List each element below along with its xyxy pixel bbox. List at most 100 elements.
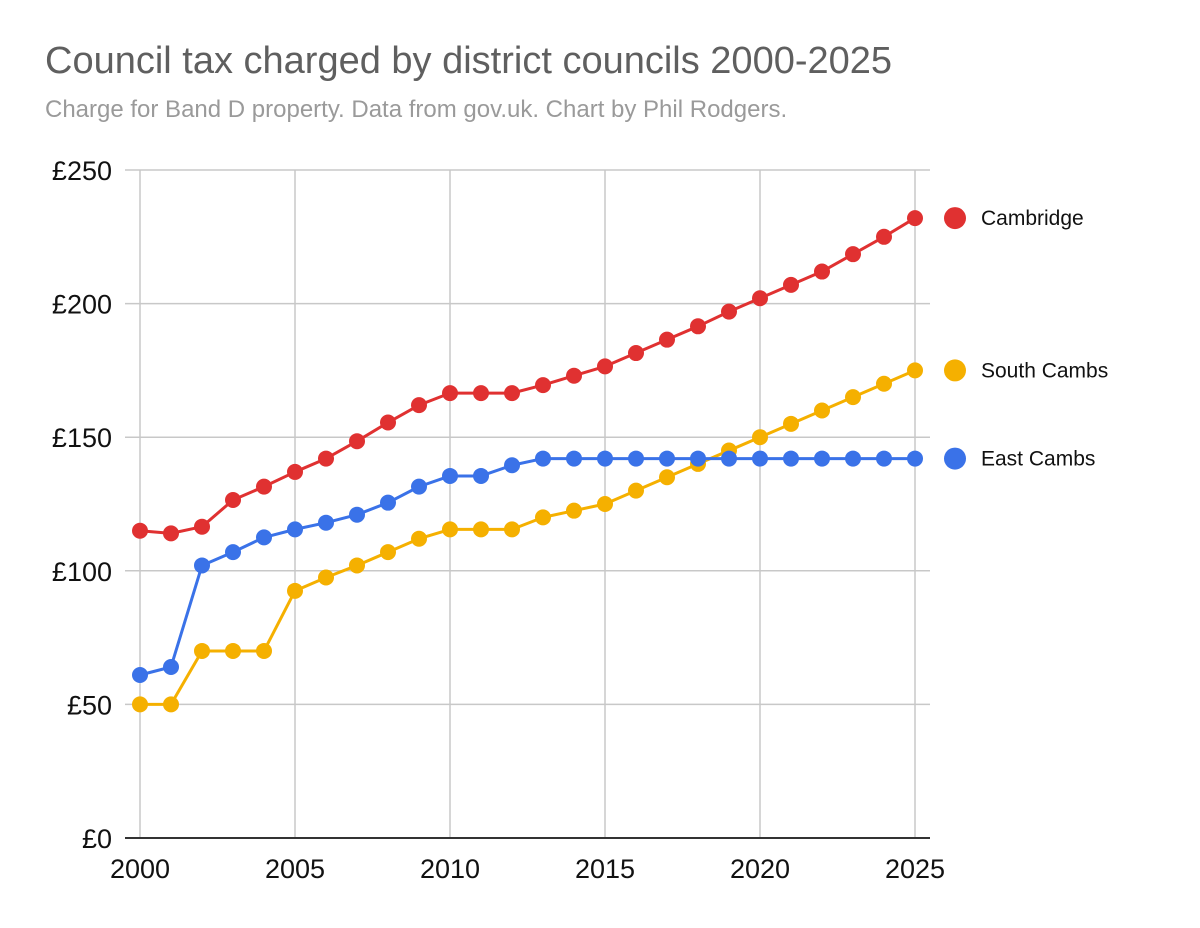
east-cambs-data-point — [628, 450, 644, 467]
east-cambs-data-point — [566, 450, 582, 467]
east-cambs-data-point — [814, 450, 830, 467]
south-cambs-data-point — [597, 496, 613, 512]
x-axis-tick-labels: 2000 2005 2010 2015 2020 2025 — [110, 854, 945, 884]
cambridge-data-point — [411, 397, 427, 414]
cambridge-data-point — [225, 491, 241, 508]
east-cambs-data-point — [845, 450, 861, 467]
chart-subtitle: Charge for Band D property. Data from go… — [45, 96, 788, 123]
south-cambs-data-point — [504, 521, 520, 538]
south-cambs-data-point — [411, 530, 427, 547]
y-axis-tick-labels: £0 £50 £100 £150 £200 £250 — [52, 156, 112, 854]
cambridge-data-point — [876, 228, 892, 245]
x-tick-label: 2010 — [420, 854, 480, 884]
south-cambs-data-point — [876, 375, 892, 392]
cambridge-data-point — [783, 276, 799, 293]
cambridge-data-point — [566, 367, 582, 384]
cambridge-data-point — [287, 463, 303, 480]
south-cambs-data-point — [535, 509, 551, 526]
east-cambs-data-point — [132, 667, 148, 684]
series — [132, 210, 923, 713]
east-cambs-data-point — [380, 494, 396, 511]
x-tick-label: 2025 — [885, 854, 945, 884]
east-cambs-data-point — [225, 544, 241, 561]
y-tick-label: £150 — [52, 423, 112, 453]
chart-title: Council tax charged by district councils… — [45, 40, 893, 82]
south-cambs-data-point — [132, 696, 148, 713]
east-cambs-data-point — [318, 514, 334, 531]
east-cambs-legend-label: East Cambs — [981, 448, 1095, 471]
south-cambs-legend-marker — [944, 359, 966, 382]
south-cambs-data-point — [256, 642, 272, 659]
south-cambs-data-point — [628, 482, 644, 499]
south-cambs-data-point — [473, 521, 489, 538]
y-tick-label: £200 — [52, 290, 112, 320]
south-cambs-data-point — [845, 389, 861, 406]
east-cambs-data-point — [752, 450, 768, 467]
cambridge-data-point — [256, 478, 272, 495]
cambridge-data-point — [721, 303, 737, 320]
south-cambs-data-point — [318, 569, 334, 586]
cambridge-data-point — [442, 385, 458, 402]
east-cambs-data-point — [411, 478, 427, 495]
y-tick-label: £250 — [52, 156, 112, 186]
cambridge-data-point — [535, 377, 551, 394]
cambridge-data-point — [659, 331, 675, 348]
y-tick-label: £50 — [67, 690, 112, 720]
east-cambs-data-point — [287, 521, 303, 538]
x-tick-label: 2000 — [110, 854, 170, 884]
south-cambs-data-point — [225, 642, 241, 659]
cambridge-data-point — [628, 345, 644, 362]
cambridge-data-point — [752, 290, 768, 307]
east-cambs-data-point — [907, 450, 923, 467]
south-cambs-data-point — [566, 502, 582, 519]
y-tick-label: £0 — [82, 824, 112, 854]
south-cambs-data-point — [783, 415, 799, 432]
east-cambs-data-point — [783, 450, 799, 467]
south-cambs-data-point — [380, 544, 396, 561]
east-cambs-data-point — [876, 450, 892, 467]
cambridge-data-point — [132, 522, 148, 539]
cambridge-data-point — [380, 414, 396, 431]
east-cambs-data-point — [690, 450, 706, 467]
legend: Cambridge South Cambs East Cambs — [944, 207, 1108, 471]
south-cambs-data-point — [659, 469, 675, 486]
east-cambs-data-point — [442, 467, 458, 484]
east-cambs-data-point — [349, 506, 365, 523]
south-cambs-data-point — [907, 362, 923, 379]
east-cambs-data-point — [473, 467, 489, 484]
cambridge-data-point — [845, 246, 861, 263]
cambridge-data-point — [318, 450, 334, 467]
cambridge-legend-marker — [944, 207, 966, 230]
cambridge-data-point — [349, 433, 365, 450]
cambridge-data-point — [163, 525, 179, 542]
cambridge-data-point — [194, 518, 210, 535]
south-cambs-data-point — [194, 642, 210, 659]
east-cambs-data-point — [504, 457, 520, 474]
east-cambs-data-point — [163, 658, 179, 675]
cambridge-data-point — [473, 385, 489, 402]
grid-lines — [125, 169, 930, 838]
east-cambs-data-point — [597, 450, 613, 467]
south-cambs-data-point — [752, 429, 768, 446]
south-cambs-data-point — [442, 521, 458, 538]
south-cambs-data-point — [349, 557, 365, 574]
east-cambs-data-point — [535, 450, 551, 467]
x-tick-label: 2020 — [730, 854, 790, 884]
cambridge-data-point — [690, 318, 706, 335]
east-cambs-data-point — [256, 529, 272, 546]
y-tick-label: £100 — [52, 557, 112, 587]
east-cambs-legend-marker — [944, 447, 966, 470]
south-cambs-data-point — [814, 402, 830, 419]
cambridge-data-point — [907, 210, 923, 227]
east-cambs-data-point — [194, 557, 210, 574]
south-cambs-legend-label: South Cambs — [981, 359, 1108, 382]
x-tick-label: 2005 — [265, 854, 325, 884]
south-cambs-data-point — [163, 696, 179, 713]
cambridge-legend-label: Cambridge — [981, 207, 1084, 230]
south-cambs-data-point — [287, 582, 303, 599]
cambridge-data-point — [504, 385, 520, 402]
cambridge-data-point — [597, 358, 613, 375]
x-tick-label: 2015 — [575, 854, 635, 884]
cambridge-data-point — [814, 263, 830, 280]
